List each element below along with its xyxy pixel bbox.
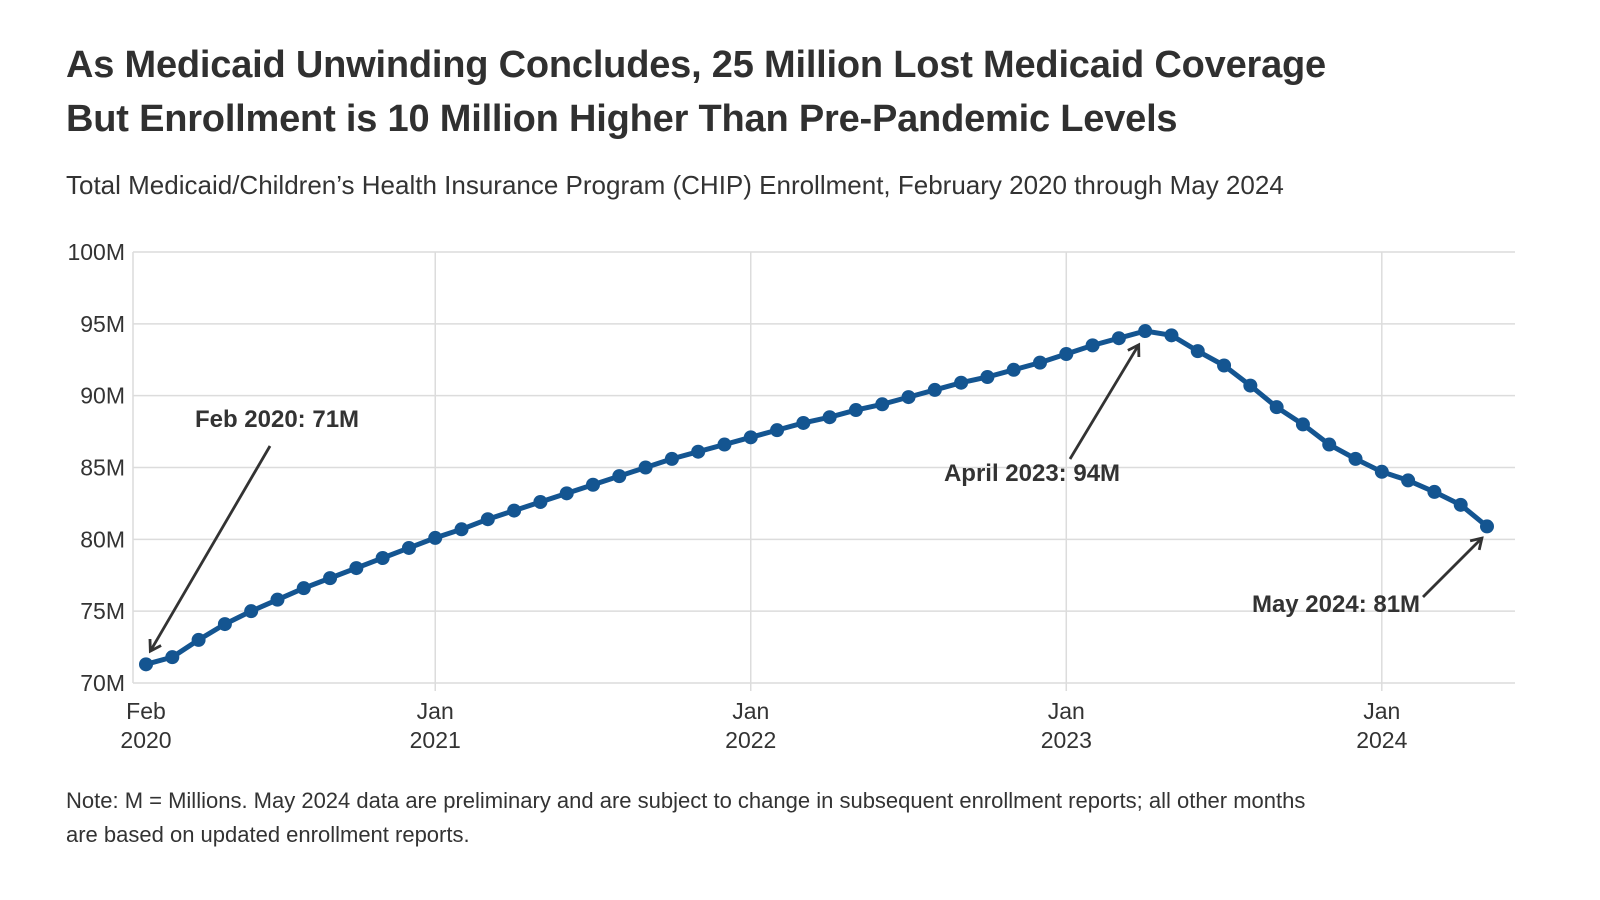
x-axis-tick-month: Feb — [126, 698, 166, 724]
data-point — [1401, 473, 1416, 488]
data-point — [296, 581, 311, 596]
footnote-line-1: Note: M = Millions. May 2024 data are pr… — [66, 788, 1306, 813]
chart-title-line-2: But Enrollment is 10 Million Higher Than… — [66, 98, 1178, 140]
chart-subtitle: Total Medicaid/Children’s Health Insuran… — [66, 170, 1284, 200]
data-point — [1217, 358, 1232, 373]
chart-title-line-1: As Medicaid Unwinding Concludes, 25 Mill… — [66, 44, 1326, 86]
annotation-label: April 2023: 94M — [944, 460, 1120, 487]
y-axis-tick-label: 100M — [67, 239, 125, 265]
data-point — [1479, 519, 1494, 534]
y-axis-tick-label: 85M — [80, 455, 125, 481]
chart-title: As Medicaid Unwinding Concludes, 25 Mill… — [66, 38, 1536, 146]
data-point — [559, 486, 574, 501]
data-point — [743, 430, 758, 445]
x-axis-tick-month: Jan — [732, 698, 769, 724]
data-point — [585, 477, 600, 492]
y-axis-tick-label: 80M — [80, 526, 125, 552]
annotation-arrow — [1068, 346, 1138, 460]
annotation-label: Feb 2020: 71M — [195, 406, 359, 433]
data-point — [349, 561, 364, 576]
y-axis-tick-label: 95M — [80, 311, 125, 337]
data-point — [1006, 362, 1021, 377]
data-point — [217, 617, 232, 632]
data-point — [980, 369, 995, 384]
data-point — [244, 604, 259, 619]
data-point — [848, 403, 863, 418]
data-point — [1427, 484, 1442, 499]
data-point — [1453, 497, 1468, 512]
x-axis-tick-month: Jan — [1048, 698, 1085, 724]
y-axis-tick-label: 90M — [80, 383, 125, 409]
x-axis-tick-year: 2024 — [1356, 727, 1407, 753]
data-point — [954, 375, 969, 390]
data-point — [638, 460, 653, 475]
data-point — [270, 592, 285, 607]
data-point — [612, 469, 627, 484]
data-point — [717, 437, 732, 452]
data-point — [139, 657, 153, 672]
enrollment-line — [143, 328, 1490, 667]
data-point — [1138, 324, 1153, 339]
data-point — [1164, 328, 1179, 343]
data-point — [375, 551, 390, 566]
data-point — [191, 632, 206, 647]
data-point — [664, 451, 679, 466]
data-point — [691, 444, 706, 459]
data-point — [1190, 344, 1205, 359]
data-point — [1085, 338, 1100, 353]
data-point — [1032, 355, 1047, 370]
x-axis-tick-year: 2021 — [410, 727, 461, 753]
data-point — [507, 503, 522, 518]
data-point — [901, 390, 916, 405]
footnote-line-2: are based on updated enrollment reports. — [66, 822, 470, 847]
data-point — [323, 571, 338, 586]
data-point — [1059, 347, 1074, 362]
data-point — [454, 522, 469, 537]
x-axis-tick-year: 2022 — [725, 727, 776, 753]
data-point — [428, 530, 443, 545]
data-point — [480, 512, 495, 527]
data-point — [770, 423, 785, 438]
data-point — [1269, 400, 1284, 415]
x-axis-tick-month: Jan — [417, 698, 454, 724]
y-axis-tick-label: 70M — [80, 670, 125, 696]
data-point — [927, 382, 942, 397]
y-axis-tick-label: 75M — [80, 598, 125, 624]
data-point — [1243, 378, 1258, 393]
data-point — [1322, 437, 1337, 452]
annotation-label: May 2024: 81M — [1252, 591, 1420, 618]
data-point — [1374, 464, 1389, 479]
data-point — [875, 397, 890, 412]
footnote: Note: M = Millions. May 2024 data are pr… — [66, 784, 1346, 852]
data-point — [822, 410, 837, 425]
data-point — [796, 415, 811, 430]
data-point — [401, 540, 416, 555]
x-axis-tick-year: 2023 — [1041, 727, 1092, 753]
annotation-arrow — [151, 445, 272, 650]
data-point — [165, 650, 180, 665]
data-point — [1295, 417, 1310, 432]
x-axis-tick-year: 2020 — [120, 727, 171, 753]
data-point — [533, 494, 548, 509]
annotation-arrow — [1422, 539, 1481, 598]
x-axis-tick-month: Jan — [1363, 698, 1400, 724]
data-point — [1111, 331, 1126, 346]
data-point — [1348, 451, 1363, 466]
